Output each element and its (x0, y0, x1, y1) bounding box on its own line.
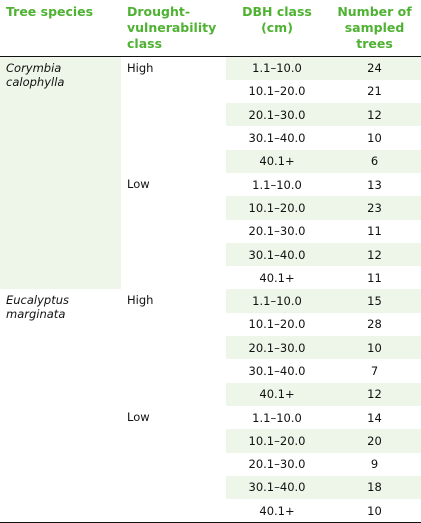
dbh-class-cell: 40.1+ (259, 503, 295, 518)
dbh-class-cell: 10.1–20.0 (226, 196, 328, 220)
drought-class-cell: Low (127, 176, 150, 191)
table-row: 30.1–40.0 12 (0, 242, 421, 267)
sample-count-cell: 9 (370, 457, 379, 472)
table-header: Tree species Drought-vulnerability class… (0, 0, 421, 57)
dbh-class-cell: 20.1–30.0 (248, 457, 306, 472)
header-number-sampled: Number of sampled trees (337, 4, 412, 51)
table-row: 20.1–30.0 11 (0, 220, 421, 243)
sample-count-cell: 11 (367, 224, 382, 239)
dbh-class-cell: 30.1–40.0 (226, 242, 328, 267)
header-row: Tree species Drought-vulnerability class… (0, 0, 421, 57)
sample-count-cell: 15 (328, 289, 421, 313)
table-body: Corymbia calophylla High 1.1–10.0 24 10.1–20… (0, 56, 421, 523)
table-row: 40.1+ 11 (0, 266, 421, 289)
sample-count-cell: 7 (370, 364, 379, 378)
table-row: Corymbia calophylla High 1.1–10.0 24 (0, 56, 421, 290)
dbh-class-cell: 20.1–30.0 (248, 224, 306, 239)
sample-count-cell: 11 (367, 270, 382, 285)
table-page: Tree species Drought-vulnerability class… (0, 4, 421, 523)
dbh-class-cell: 1.1–10.0 (226, 56, 328, 80)
table-row: 40.1+ 6 (0, 149, 421, 173)
table-row: 30.1–40.0 10 (0, 126, 421, 149)
table-row: 10.1–20.0 20 (0, 429, 421, 453)
sample-count-cell: 14 (367, 410, 382, 425)
dbh-class-cell: 40.1+ (259, 270, 295, 285)
dbh-class-cell: 1.1–10.0 (252, 177, 302, 192)
table-row: 40.1+ 12 (0, 382, 421, 406)
sample-count-cell: 10 (328, 336, 421, 360)
dbh-class-cell: 40.1+ (226, 149, 328, 173)
dbh-class-cell: 20.1–30.0 (226, 336, 328, 360)
dbh-class-cell: 30.1–40.0 (248, 131, 306, 146)
sample-count-cell: 12 (328, 242, 421, 267)
table-row: 30.1–40.0 7 (0, 359, 421, 382)
drought-class-cell: High (127, 293, 154, 308)
drought-class-cell: Low (127, 409, 150, 424)
dbh-class-cell: 20.1–30.0 (226, 103, 328, 127)
table-row: Low 1.1–10.0 13 (0, 173, 421, 196)
sample-count-cell: 10 (367, 131, 382, 146)
sample-count-cell: 23 (328, 196, 421, 220)
sample-count-cell: 12 (328, 103, 421, 127)
dbh-class-cell: 40.1+ (226, 382, 328, 406)
dbh-class-cell: 1.1–10.0 (226, 289, 328, 313)
drought-class-cell: High (127, 61, 154, 75)
sample-count-cell: 21 (367, 84, 382, 99)
table-row: 10.1–20.0 21 (0, 80, 421, 103)
header-tree-species: Tree species (6, 4, 94, 19)
sample-count-cell: 28 (367, 317, 382, 332)
sample-count-cell: 18 (328, 475, 421, 500)
species-cell: Eucalyptus marginata (6, 293, 70, 322)
table-row: 10.1–20.0 28 (0, 313, 421, 336)
dbh-class-cell: 30.1–40.0 (226, 475, 328, 500)
sample-count-cell: 6 (328, 149, 421, 173)
sample-count-cell: 12 (328, 382, 421, 406)
table-row: 20.1–30.0 10 (0, 336, 421, 360)
table-row: 20.1–30.0 9 (0, 453, 421, 476)
sample-count-cell: 20 (328, 429, 421, 453)
table-row: Eucalyptus marginata High 1.1–10.0 15 (0, 289, 421, 321)
table-row: Low 1.1–10.0 14 (0, 406, 421, 429)
sample-count-cell: 24 (328, 56, 421, 80)
dbh-class-cell: 10.1–20.0 (248, 84, 306, 99)
dbh-class-cell: 10.1–20.0 (248, 317, 306, 332)
header-drought-vulnerability: Drought-vulnerability class (127, 4, 217, 51)
dbh-class-cell: 30.1–40.0 (248, 364, 306, 378)
header-dbh-class: DBH class (cm) (242, 4, 312, 35)
table-row: 30.1–40.0 18 (0, 475, 421, 500)
table-row: 20.1–30.0 12 (0, 103, 421, 127)
species-cell: Corymbia calophylla (0, 56, 121, 290)
sample-count-cell: 13 (367, 177, 382, 192)
dbh-class-cell: 1.1–10.0 (252, 410, 302, 425)
dbh-class-cell: 10.1–20.0 (226, 429, 328, 453)
sample-count-cell: 10 (367, 503, 382, 518)
table-row: 10.1–20.0 23 (0, 196, 421, 220)
